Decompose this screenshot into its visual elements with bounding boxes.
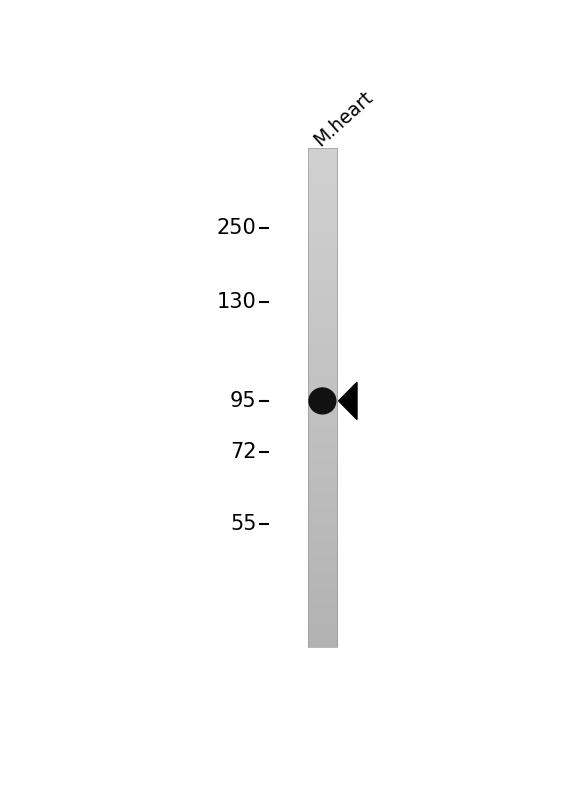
Text: 55: 55 <box>230 514 257 534</box>
Polygon shape <box>338 382 357 419</box>
Text: M.heart: M.heart <box>310 88 376 150</box>
Text: 250: 250 <box>217 218 257 238</box>
Text: 130: 130 <box>217 292 257 312</box>
Ellipse shape <box>309 388 336 414</box>
Text: 72: 72 <box>230 442 257 462</box>
Bar <box>307 148 337 647</box>
Text: 95: 95 <box>230 391 257 411</box>
